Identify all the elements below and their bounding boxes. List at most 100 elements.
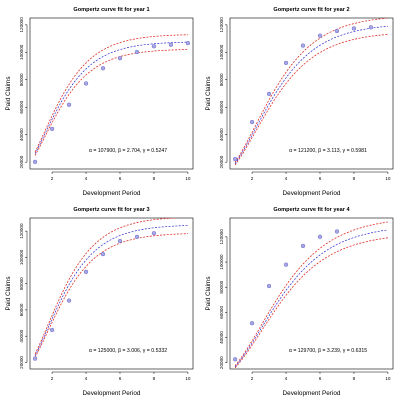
data-point	[117, 56, 123, 61]
data-point	[83, 269, 89, 274]
y-tick-label: 120000	[19, 223, 24, 239]
parameter-annotation: α = 107900, β = 2.704, γ = 0.5247	[89, 148, 167, 154]
data-point	[351, 26, 357, 31]
y-tick-label: 40000	[219, 128, 224, 141]
data-point	[32, 356, 38, 361]
y-tick-label: 120000	[19, 17, 24, 33]
y-tick-label: 120000	[219, 229, 224, 245]
y-tick-label: 80000	[219, 73, 224, 86]
plot-area	[232, 221, 388, 369]
x-tick-label: 10	[385, 176, 391, 181]
plot-frame	[29, 217, 194, 370]
y-tick-label: 100000	[219, 254, 224, 270]
data-point	[49, 327, 55, 333]
x-axis-label: Development Period	[283, 390, 341, 397]
data-point	[100, 66, 106, 71]
x-tick-label: 4	[85, 376, 88, 381]
parameter-annotation: α = 125000, β = 3.006, γ = 0.5332	[89, 348, 167, 354]
data-point	[283, 262, 289, 267]
x-tick-label: 8	[353, 176, 356, 181]
data-point	[168, 42, 174, 47]
y-tick-label: 40000	[219, 331, 224, 344]
lower-band-line	[234, 237, 388, 369]
data-point	[32, 159, 38, 165]
y-tick-label: 80000	[19, 73, 24, 86]
y-axis-label: Paid Claims	[205, 276, 212, 310]
y-tick-label: 120000	[219, 17, 224, 33]
chart-title: Gompertz curve fit for year 1	[73, 7, 149, 13]
data-point	[283, 60, 289, 66]
fit-curve-line	[34, 41, 188, 154]
lower-band-line	[234, 33, 388, 166]
x-axis-label: Development Period	[83, 390, 141, 397]
x-tick-label: 8	[353, 376, 356, 381]
chart-title: Gompertz curve fit for year 4	[273, 207, 350, 213]
data-point	[249, 119, 255, 125]
data-point	[300, 43, 306, 48]
x-tick-label: 10	[385, 376, 391, 381]
parameter-annotation: α = 129700, β = 3.239, γ = 0.6315	[289, 348, 367, 354]
x-tick-label: 10	[185, 176, 191, 181]
x-tick-label: 4	[285, 176, 288, 181]
y-tick-label: 100000	[19, 44, 24, 60]
fit-curve-line	[34, 225, 188, 356]
y-tick-label: 60000	[219, 100, 224, 113]
x-tick-label: 2	[251, 176, 254, 181]
x-tick-label: 4	[285, 376, 288, 381]
parameter-annotation: α = 121200, β = 3.113, γ = 0.5981	[289, 148, 367, 154]
data-point	[83, 81, 89, 86]
data-point	[334, 229, 340, 234]
lower-band-line	[34, 49, 188, 156]
data-point	[134, 49, 140, 55]
plot-area	[232, 18, 388, 166]
data-point	[232, 156, 238, 162]
data-point	[185, 40, 191, 46]
x-tick-label: 2	[51, 176, 54, 181]
upper-band-line	[234, 221, 388, 366]
data-point	[317, 33, 323, 38]
y-tick-label: 40000	[19, 329, 24, 342]
y-tick-label: 60000	[219, 306, 224, 319]
y-tick-label: 20000	[19, 356, 24, 369]
upper-band-line	[34, 218, 181, 355]
x-tick-label: 2	[251, 376, 254, 381]
plot-area	[32, 34, 191, 165]
data-point	[249, 321, 255, 326]
chart-title: Gompertz curve fit for year 3	[73, 207, 149, 213]
y-axis-label: Paid Claims	[205, 76, 212, 110]
fit-curve-line	[234, 25, 388, 164]
y-axis-label: Paid Claims	[5, 276, 12, 310]
chart-title: Gompertz curve fit for year 2	[273, 7, 349, 13]
x-tick-label: 8	[153, 176, 156, 181]
lower-band-line	[34, 233, 188, 358]
chart-panel: Gompertz curve fit for year 1 2 4 6 8 10 Devel…	[5, 7, 194, 197]
upper-band-line	[34, 34, 188, 153]
data-point	[368, 25, 374, 30]
data-point	[300, 243, 306, 249]
y-tick-label: 40000	[19, 128, 24, 141]
data-point	[66, 102, 72, 107]
x-tick-label: 8	[153, 376, 156, 381]
y-tick-label: 100000	[19, 249, 24, 265]
y-tick-label: 20000	[19, 155, 24, 168]
data-point	[151, 231, 157, 236]
x-tick-label: 6	[319, 376, 322, 381]
data-point	[117, 238, 123, 244]
y-tick-label: 60000	[19, 303, 24, 316]
data-point	[266, 283, 272, 289]
data-point	[49, 126, 55, 132]
x-tick-label: 4	[85, 176, 88, 181]
plot-frame	[29, 17, 194, 170]
data-point	[134, 234, 140, 240]
y-tick-label: 100000	[219, 44, 224, 60]
data-point	[100, 251, 106, 257]
y-axis-label: Paid Claims	[5, 76, 12, 110]
y-tick-label: 80000	[19, 277, 24, 290]
x-tick-label: 6	[119, 176, 122, 181]
x-tick-label: 6	[319, 176, 322, 181]
x-tick-label: 2	[51, 376, 54, 381]
data-point	[266, 91, 272, 97]
chart-panel: Gompertz curve fit for year 2 2 4 6 8 10 Devel…	[205, 7, 394, 197]
data-point	[66, 298, 72, 303]
